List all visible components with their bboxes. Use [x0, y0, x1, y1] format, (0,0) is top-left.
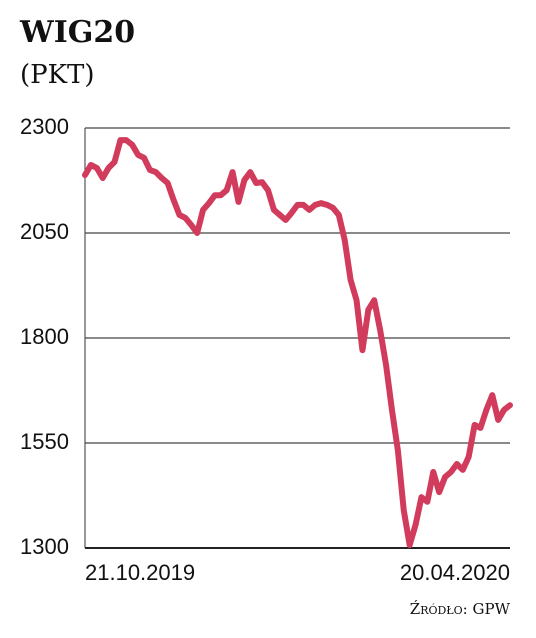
y-tick-label: 1550 [20, 429, 69, 454]
y-tick-label: 2300 [20, 114, 69, 139]
x-tick-label: 21.10.2019 [85, 560, 195, 585]
y-tick-label: 1800 [20, 324, 69, 349]
source: Źródło: GPW [410, 600, 511, 618]
y-tick-label: 1300 [20, 534, 69, 559]
x-tick-label: 20.04.2020 [400, 560, 510, 585]
data-line [82, 137, 513, 549]
chart-subtitle: (PKT) [20, 60, 95, 90]
y-tick-label: 2050 [20, 219, 69, 244]
chart-title: WIG20 [19, 15, 135, 50]
